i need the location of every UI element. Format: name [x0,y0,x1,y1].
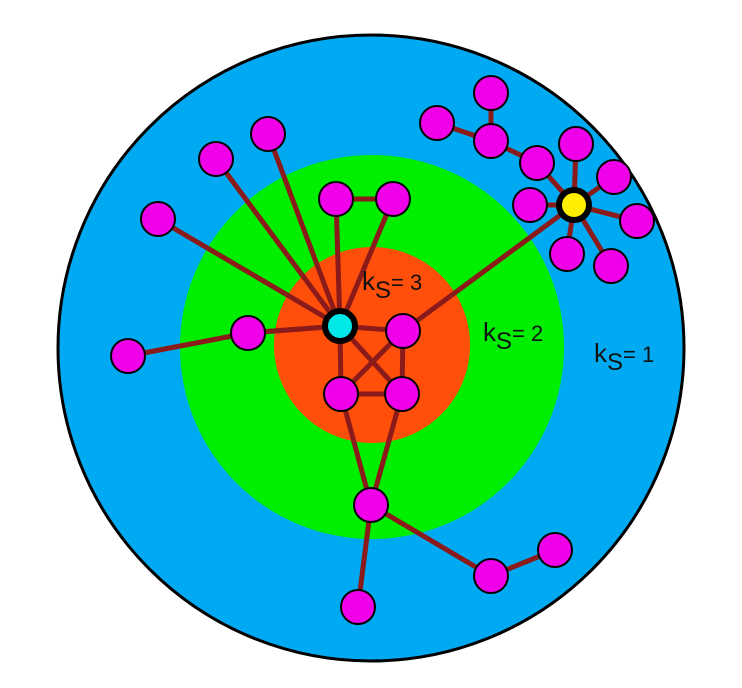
shell-1-label-eq: = 1 [623,342,654,367]
node-o7 [473,558,509,594]
node-c2 [385,313,421,349]
node-m1 [230,315,266,351]
shell-1-label: kS= 1 [594,338,654,376]
node-o6 [340,589,376,625]
node-o8 [537,532,573,568]
node-o1 [198,141,234,177]
hub-node-hub-y [556,187,592,223]
node-t2 [473,123,509,159]
node-o4 [110,338,146,374]
node-o3 [140,201,176,237]
shell-2-label: kS= 2 [483,317,543,355]
shell-1-label-k: k [594,338,608,368]
node-y6 [512,187,548,223]
edge-hub-c-m3 [337,196,396,329]
shell-2-label-eq: = 2 [512,321,543,346]
node-y2 [596,159,632,195]
edge-m1-o4 [125,330,251,359]
shell-3-label-sub: S [375,277,391,304]
node-c4 [384,376,420,412]
node-t0 [473,75,509,111]
edge-c4-m4 [368,391,405,508]
svg-text:kS= 3: kS= 3 [362,266,422,304]
node-m3 [375,181,411,217]
shell-2-label-sub: S [496,328,512,355]
hub-node-hub-c [322,308,358,344]
edge-hub-c-o3 [155,216,343,329]
edge-hub-c-o2 [265,131,343,329]
node-m4 [353,487,389,523]
node-t1 [519,145,555,181]
node-o2 [250,116,286,152]
node-y5 [549,236,585,272]
node-layer [110,75,655,625]
edge-c2-hub-y [400,202,577,334]
shell-2-label-k: k [483,317,497,347]
shell-3-label: kS= 3 [362,266,422,304]
node-y1 [558,126,594,162]
edge-m4-o7 [368,502,494,579]
shell-3-label-eq: = 3 [391,270,422,295]
node-c3 [323,376,359,412]
svg-text:kS= 2: kS= 2 [483,317,543,355]
node-m2 [318,181,354,217]
edge-hub-c-o1 [213,156,343,329]
svg-text:kS= 1: kS= 1 [594,338,654,376]
node-y3 [619,203,655,239]
edge-c3-m4 [338,391,374,508]
shell-3-label-k: k [362,266,376,296]
shell-1-label-sub: S [607,349,623,376]
node-y4 [593,248,629,284]
edge-hub-c-m2 [333,196,343,329]
node-t3 [419,105,455,141]
